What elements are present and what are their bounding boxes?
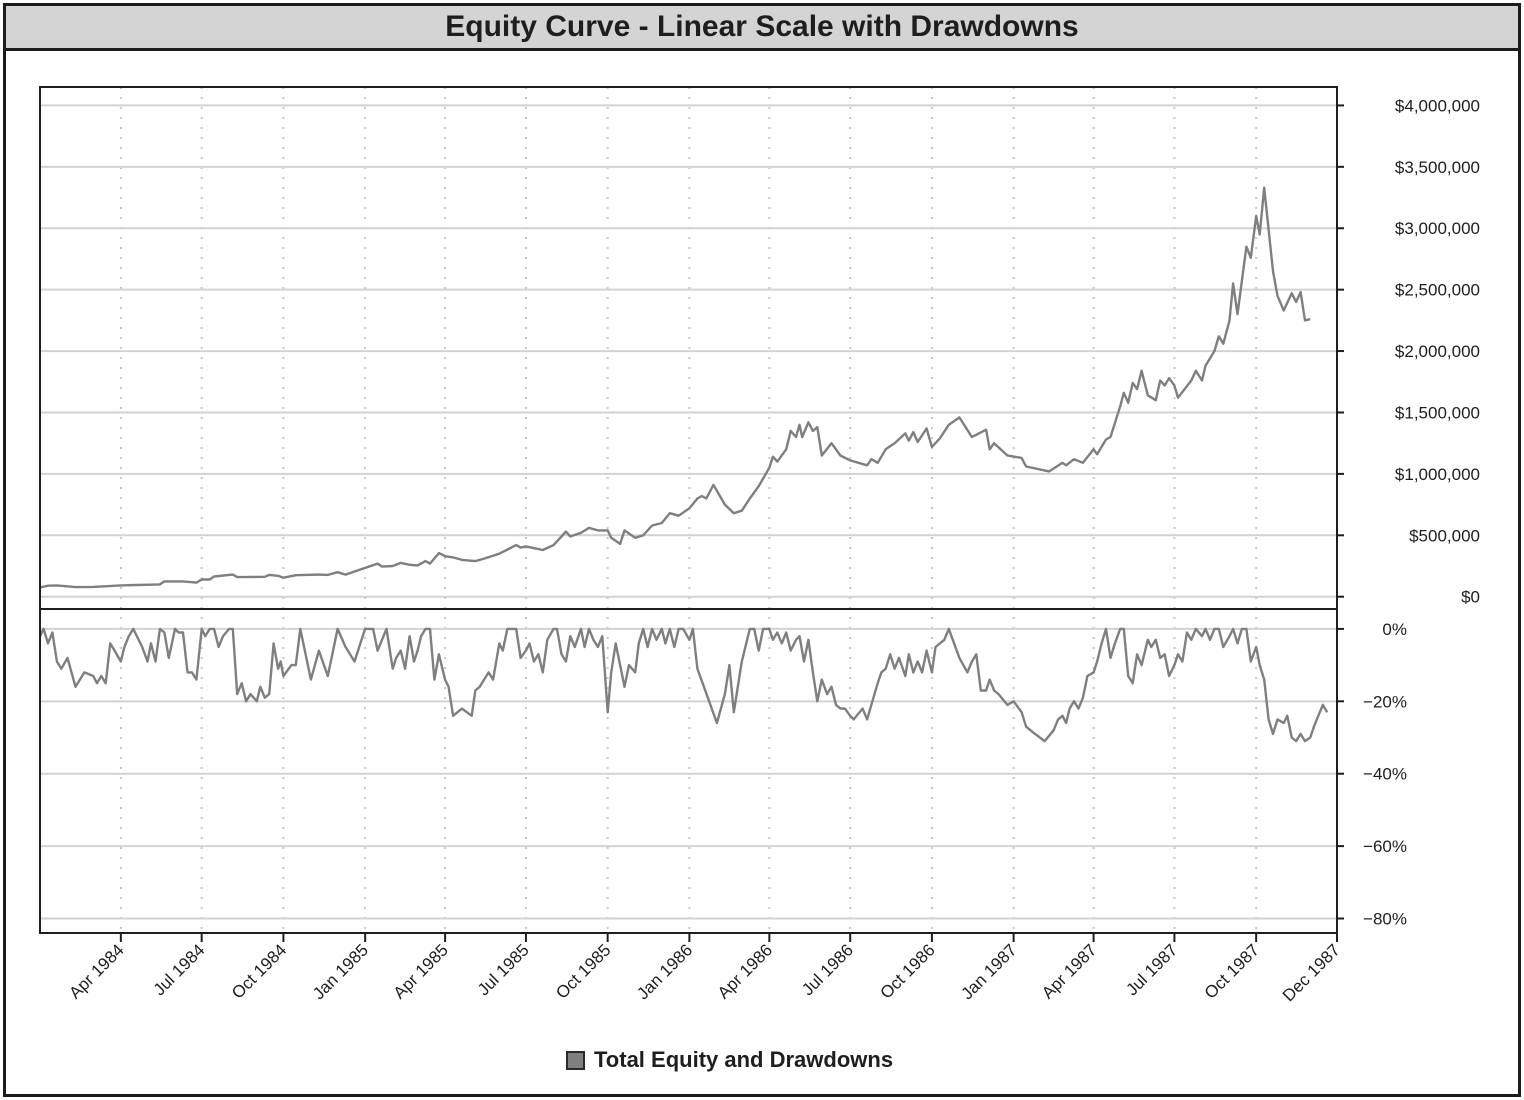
x-tick-label-7: Jan 1986	[633, 940, 696, 1003]
drawdown-y-tick-label-2: −40%	[1363, 765, 1407, 784]
chart-canvas: $0 $500,000 $1,000,000 $1,500,000 $2,000,000…	[38, 86, 1480, 1005]
equity-y-tick-label-0: $0	[1461, 588, 1480, 607]
drawdown-series-line	[38, 627, 1329, 743]
equity-y-tick-label-3: $1,500,000	[1395, 403, 1480, 422]
equity-y-tick-label-6: $3,000,000	[1395, 219, 1480, 238]
drawdown-y-tick-label-0: 0%	[1382, 620, 1407, 639]
equity-y-tick-label-8: $4,000,000	[1395, 96, 1480, 115]
x-tick-label-3: Jan 1985	[309, 940, 372, 1003]
x-tick-label-13: Jul 1987	[1122, 940, 1181, 999]
x-tick-label-5: Jul 1985	[474, 940, 533, 999]
title-bar: Equity Curve - Linear Scale with Drawdow…	[6, 6, 1518, 51]
equity-y-tick-label-4: $2,000,000	[1395, 342, 1480, 361]
equity-y-tick-label-1: $500,000	[1409, 526, 1480, 545]
x-tick-label-1: Jul 1984	[150, 940, 209, 999]
x-tick-label-12: Apr 1987	[1038, 940, 1100, 1002]
x-tick-label-9: Jul 1986	[798, 940, 857, 999]
x-tick-label-2: Oct 1984	[228, 940, 290, 1002]
equity-y-tick-label-2: $1,000,000	[1395, 465, 1480, 484]
x-tick-label-8: Apr 1986	[714, 940, 776, 1002]
legend: Total Equity and Drawdowns	[566, 1046, 893, 1074]
equity-series-line	[39, 186, 1311, 589]
chart-frame: Equity Curve - Linear Scale with Drawdow…	[3, 3, 1521, 1097]
drawdown-y-tick-label-3: −60%	[1363, 837, 1407, 856]
legend-swatch	[566, 1050, 585, 1070]
equity-y-tick-label-5: $2,500,000	[1395, 281, 1480, 300]
x-tick-label-6: Oct 1985	[552, 940, 614, 1002]
x-tick-label-15: Dec 1987	[1279, 940, 1344, 1005]
drawdown-y-tick-label-1: −20%	[1363, 692, 1407, 711]
x-tick-label-4: Apr 1985	[390, 940, 452, 1002]
legend-label: Total Equity and Drawdowns	[594, 1047, 894, 1072]
chart-title: Equity Curve - Linear Scale with Drawdow…	[445, 10, 1079, 43]
x-tick-label-11: Jan 1987	[958, 940, 1021, 1003]
equity-y-tick-label-7: $3,500,000	[1395, 158, 1480, 177]
drawdown-y-tick-label-4: −80%	[1363, 910, 1407, 929]
x-tick-label-10: Oct 1986	[877, 940, 939, 1002]
x-tick-label-14: Oct 1987	[1201, 940, 1263, 1002]
x-tick-label-0: Apr 1984	[65, 940, 127, 1002]
